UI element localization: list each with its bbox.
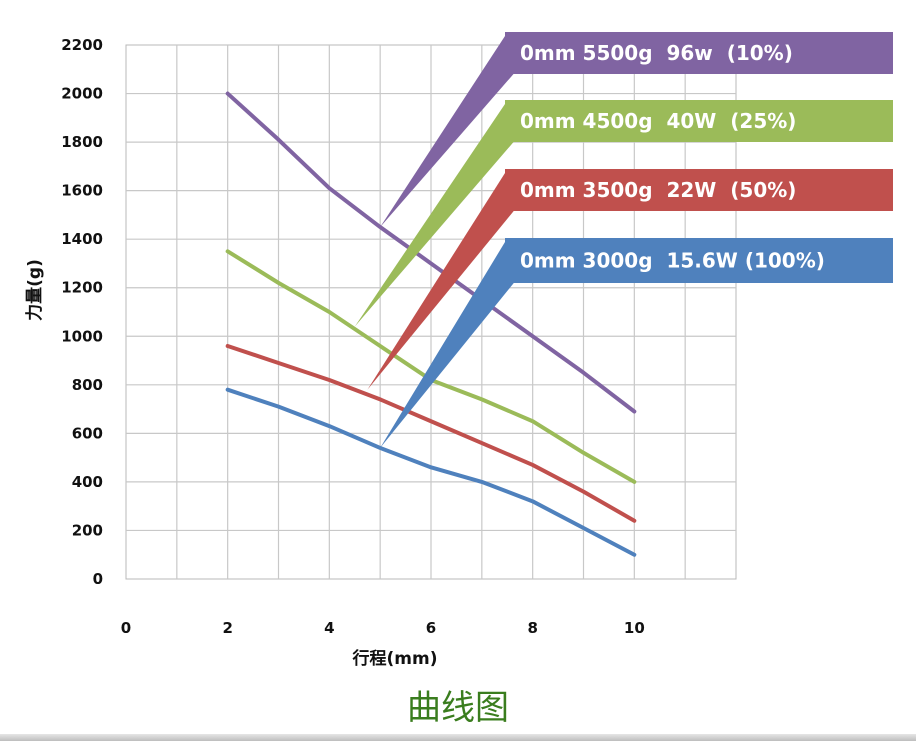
y-tick-label: 800 [72, 376, 103, 394]
x-tick-label: 6 [426, 619, 436, 637]
y-tick-label: 1200 [61, 279, 103, 297]
legend-box-2 [505, 100, 893, 142]
legend-label-4: 0mm 3000g 15.6W (100%) [520, 249, 825, 273]
y-tick-label: 1800 [61, 133, 103, 151]
y-tick-label: 0 [93, 570, 103, 588]
legend-box-4 [505, 238, 893, 283]
legend-box-3 [505, 169, 893, 211]
y-tick-label: 2000 [61, 85, 103, 103]
y-tick-label: 2200 [61, 36, 103, 54]
y-tick-label: 600 [72, 424, 103, 442]
legend-label-3: 0mm 3500g 22W (50%) [520, 178, 796, 202]
legend-label-1: 0mm 5500g 96w (10%) [520, 41, 793, 65]
x-tick-label: 4 [324, 619, 334, 637]
x-tick-label: 10 [624, 619, 645, 637]
legend: 0mm 5500g 96w (10%) 0mm 4500g 40W (25%) 0m… [505, 32, 893, 283]
series-line-1 [225, 91, 637, 414]
y-tick-label: 400 [72, 473, 103, 491]
y-tick-label: 1000 [61, 327, 103, 345]
x-tick-label: 8 [527, 619, 537, 637]
tick-labels: 0 200 400 600 800 1000 1200 1400 1600 1800 2000 220… [61, 36, 645, 637]
legend-box-1 [505, 32, 893, 74]
y-tick-label: 1600 [61, 182, 103, 200]
legend-pointer-4 [380, 242, 517, 448]
legend-pointer-1 [380, 36, 517, 228]
bottom-divider [0, 734, 916, 741]
x-axis-title: 行程(mm) [352, 648, 438, 669]
legend-pointer-2 [354, 104, 517, 327]
series-line-3 [225, 343, 637, 523]
legend-pointers [354, 36, 517, 448]
legend-pointer-3 [367, 173, 517, 390]
x-tick-label: 2 [222, 619, 232, 637]
legend-label-2: 0mm 4500g 40W (25%) [520, 109, 796, 133]
y-tick-label: 1400 [61, 230, 103, 248]
series-line-4 [225, 387, 637, 557]
chart-caption: 曲线图 [407, 688, 509, 728]
y-axis-title: 力量(g) [24, 259, 45, 321]
y-tick-label: 200 [72, 521, 103, 539]
x-tick-label: 0 [121, 619, 131, 637]
